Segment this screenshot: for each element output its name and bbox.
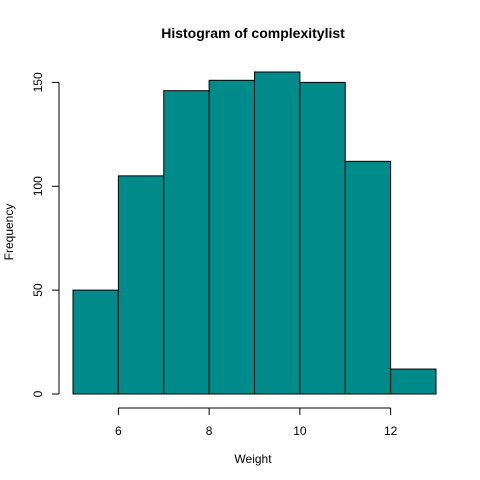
x-axis: 6 8 10 12 [115, 407, 398, 438]
y-axis-label: Frequency [2, 204, 16, 261]
x-tick-label: 6 [115, 424, 122, 438]
histogram-bar [208, 79, 255, 395]
y-tick-label: 150 [31, 72, 45, 92]
x-tick-label: 8 [206, 424, 213, 438]
histogram-bar [254, 71, 301, 395]
histogram-bar [163, 90, 210, 395]
histogram-bar [117, 175, 165, 395]
y-tick-label: 50 [31, 283, 45, 297]
bars-group [72, 71, 437, 395]
x-tick-label: 12 [384, 424, 398, 438]
x-tick-label: 10 [293, 424, 307, 438]
x-axis-label: Weight [234, 452, 272, 466]
y-tick-label: 0 [31, 390, 45, 397]
histogram-bar [72, 289, 119, 395]
histogram-bar [390, 368, 437, 395]
histogram-bar [344, 160, 392, 395]
chart-title: Histogram of complexitylist [161, 25, 345, 41]
histogram-bar [299, 81, 346, 395]
y-tick-label: 100 [31, 176, 45, 196]
y-axis: 0 50 100 150 [31, 72, 60, 397]
